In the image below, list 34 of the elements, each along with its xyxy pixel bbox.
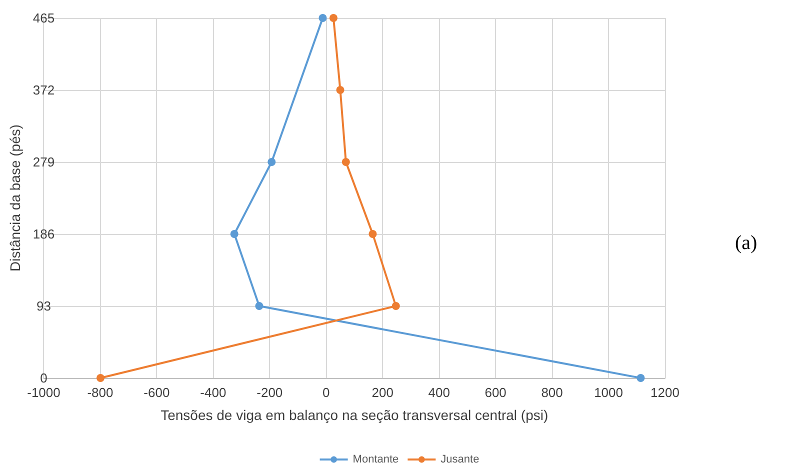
point bbox=[342, 158, 350, 166]
x-tick-label: 0 bbox=[322, 385, 330, 400]
point bbox=[336, 86, 344, 94]
point bbox=[636, 374, 645, 382]
legend-label: Montante bbox=[352, 454, 399, 466]
x-tick-label: 200 bbox=[372, 385, 394, 400]
point bbox=[230, 230, 238, 238]
y-tick-label: 93 bbox=[36, 298, 51, 314]
y-tick-label: 186 bbox=[32, 226, 55, 242]
point bbox=[268, 158, 276, 166]
x-tick-label: -400 bbox=[200, 385, 226, 400]
x-axis-title: Tensões de viga em balanço na seção transversal central (psi) bbox=[160, 407, 548, 423]
point bbox=[318, 14, 327, 22]
point bbox=[255, 302, 264, 310]
y-tick-label: 279 bbox=[32, 154, 55, 170]
x-tick-label: 800 bbox=[541, 385, 563, 400]
point bbox=[96, 374, 105, 382]
point bbox=[329, 14, 338, 22]
x-tick-label: 1200 bbox=[650, 385, 680, 400]
y-tick-label: 372 bbox=[32, 82, 55, 98]
y-axis-title: Distância da base (pés) bbox=[7, 124, 23, 272]
legend-label: Jusante bbox=[440, 454, 480, 466]
x-tick-label: 1000 bbox=[594, 385, 623, 400]
x-tick-label: -800 bbox=[87, 385, 114, 400]
point bbox=[368, 230, 377, 238]
x-tick-label: 600 bbox=[484, 385, 506, 400]
x-tick-label: -200 bbox=[256, 385, 283, 400]
y-tick-label: 0 bbox=[40, 370, 48, 386]
point bbox=[392, 302, 400, 310]
text: (a) bbox=[735, 232, 758, 255]
x-tick-label: -1000 bbox=[27, 385, 60, 400]
y-tick-label: 465 bbox=[32, 10, 55, 26]
x-tick-label: -600 bbox=[144, 385, 170, 400]
x-tick-label: 400 bbox=[428, 385, 450, 400]
